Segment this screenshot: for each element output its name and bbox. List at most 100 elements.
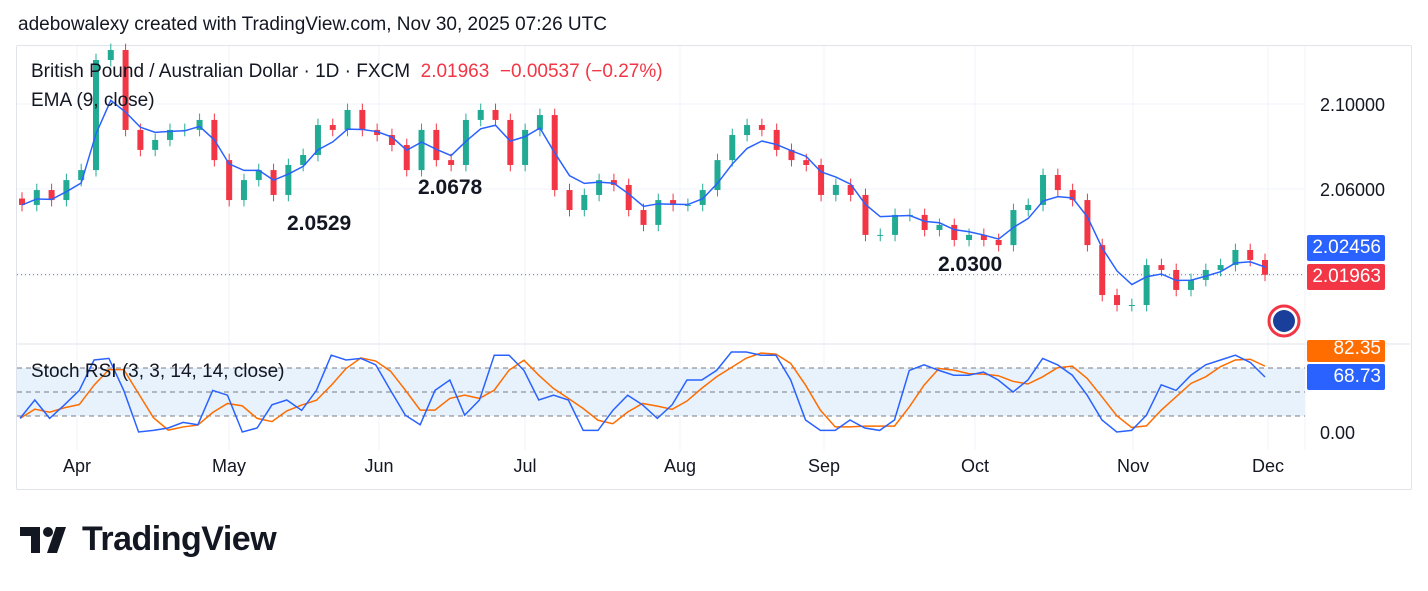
candle-body [832,184,839,195]
candle-body [226,160,233,201]
price-change: −0.00537 (−0.27%) [499,61,663,82]
last-price: 2.01963 [420,61,490,82]
ema-price-tag: 2.02456 [1307,235,1385,261]
candle-body [684,204,691,206]
candle-body [596,180,603,195]
candle-body [270,170,277,195]
symbol-legend: British Pound / Australian Dollar · 1D ·… [31,61,663,83]
stoch-d-line [19,352,1266,431]
candle-body [862,194,869,235]
candle-body [625,184,632,211]
ema-line [21,99,1266,286]
candle-body [78,170,85,181]
candle-body [137,129,144,150]
candle-body [1025,204,1032,211]
ema-legend[interactable]: EMA (9, close) [31,90,155,111]
chart-frame[interactable] [16,45,1412,490]
candle-body [640,210,647,225]
candle-body [936,224,943,231]
candle-body [107,50,114,61]
tradingview-logo[interactable]: TradingView [20,520,277,559]
price-tick: 2.06000 [1320,180,1385,200]
candle-body [921,214,928,231]
candle-body [877,234,884,236]
last-price-tag: 2.01963 [1307,264,1385,290]
candle-body [448,160,455,165]
candle-body [1158,265,1165,270]
candle-body [818,164,825,195]
month-label: Jun [364,456,393,476]
candle-body [196,119,203,130]
candle-body [1084,200,1091,246]
candle-body [1262,259,1268,275]
candle-body [1143,265,1150,306]
candle-body [285,164,292,195]
candle-body [240,180,247,201]
candle-body [966,234,973,240]
month-label: Dec [1252,456,1284,476]
candle-body [314,125,321,155]
stoch-d-tag: 82.35 [1307,340,1385,362]
price-tick: 2.10000 [1320,95,1385,115]
candle-body [714,160,721,191]
candle-body [388,135,395,146]
candle-body [359,109,366,130]
candle-body [1188,279,1195,290]
stoch-k-line [19,351,1266,433]
annotation-low-jun: 2.0678 [418,176,483,199]
candle-body [1128,305,1135,307]
annotation-low-may: 2.0529 [287,212,352,235]
candle-body [655,200,662,225]
candle-body [507,119,514,165]
month-label: Oct [961,456,989,476]
candle-body [1202,269,1209,280]
month-label: Sep [808,456,840,476]
stoch-legend[interactable]: Stoch RSI (3, 3, 14, 14, close) [31,361,285,382]
candle-body [374,129,381,136]
candle-body [477,109,484,120]
candle-body [63,180,70,201]
candle-body [19,198,25,205]
candle-body [418,129,425,171]
candle-body [492,109,499,120]
month-label: May [212,456,246,476]
annotation-low-sep: 2.0300 [938,253,1003,276]
candle-body [566,190,573,211]
candle-body [403,145,410,171]
candle-body [166,129,173,140]
candle-body [1040,174,1047,205]
candle-body [536,115,543,130]
candle-body [433,129,440,161]
stoch-k-tag: 68.73 [1307,364,1385,390]
candle-body [744,125,751,136]
candle-body [951,224,958,240]
month-label: Jul [513,456,536,476]
candle-body [33,190,40,205]
candle-body [803,160,810,165]
candle-body [980,234,987,240]
candle-body [729,135,736,161]
candle-body [122,50,129,130]
symbol-title: British Pound / Australian Dollar · 1D ·… [31,61,411,82]
candle-body [344,109,351,130]
aud-flag-icon-fill [1273,310,1295,332]
candle-body [462,119,469,165]
candle-body [92,60,99,171]
month-label: Apr [63,456,91,476]
candle-body [1232,249,1239,266]
month-label: Nov [1117,456,1149,476]
candle-body [670,200,677,205]
candle-body [152,139,159,150]
candle-body [758,125,765,130]
candle-body [522,129,529,165]
candle-body [995,240,1002,246]
candle-body [1099,245,1106,296]
candle-body [1247,249,1254,260]
candle-body [1217,265,1224,270]
candle-body [773,129,780,150]
tradingview-logo-icon [20,526,66,553]
candle-body [329,125,336,130]
month-label: Aug [664,456,696,476]
candle-body [892,214,899,235]
